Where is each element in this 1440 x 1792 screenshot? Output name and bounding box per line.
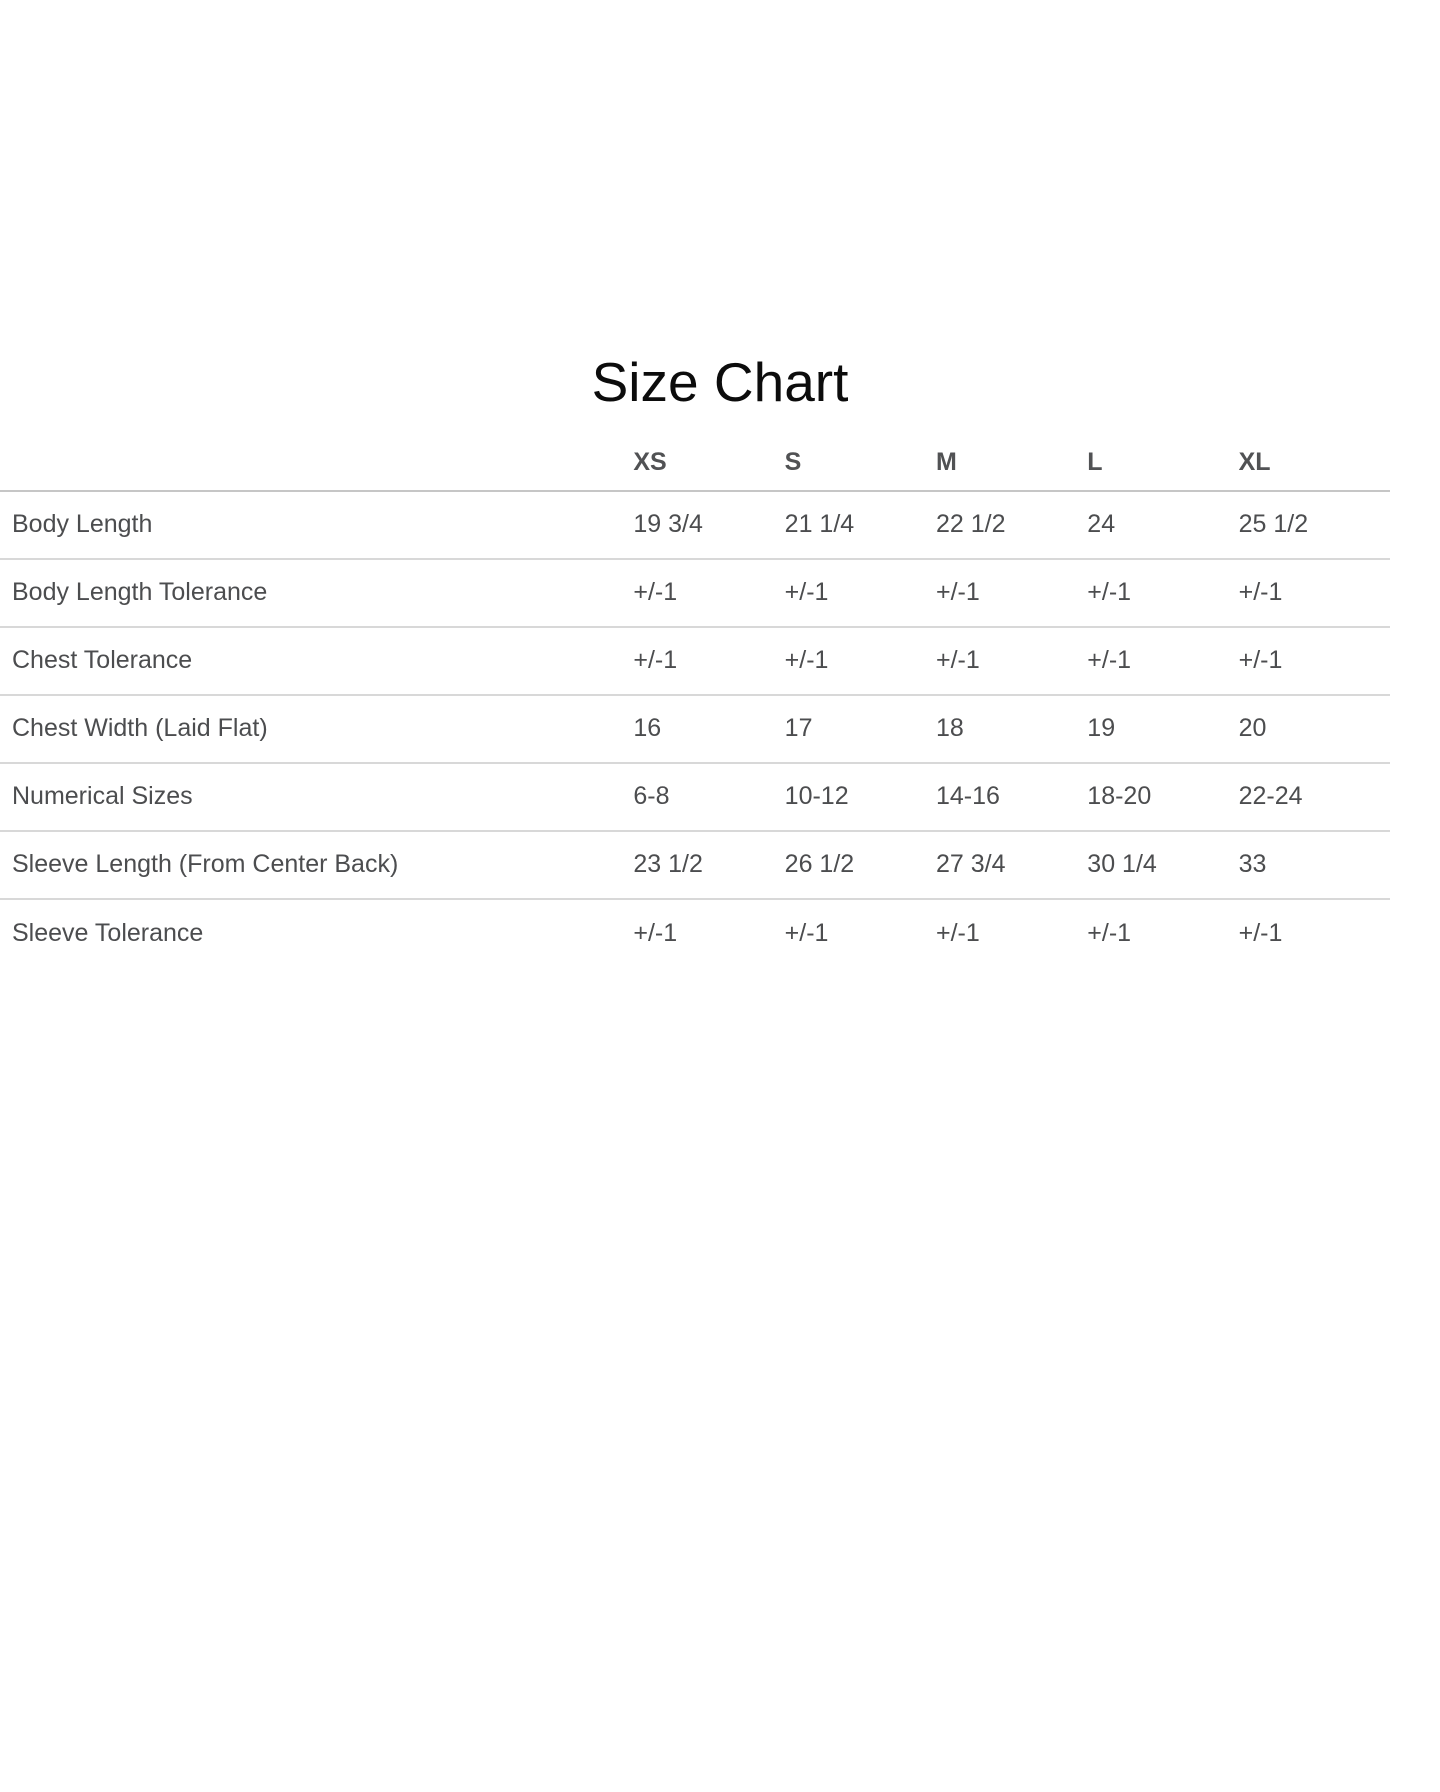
- cell-value: 26 1/2: [784, 850, 855, 878]
- cell-value: 23 1/2: [633, 850, 703, 878]
- cell-value: +/-1: [784, 578, 829, 606]
- column-header-l: L: [1087, 447, 1103, 476]
- cell-value: +/-1: [935, 918, 980, 947]
- page-title: Size Chart: [591, 351, 849, 413]
- cell-value: +/-1: [633, 918, 678, 947]
- cell-value: 22 1/2: [935, 510, 1006, 538]
- column-header-xl: XL: [1238, 447, 1271, 476]
- cell-value: 6-8: [633, 782, 670, 810]
- table-body: Body Length 19 3/4 21 1/4 22 1/2 24 25 1/2 Bod…: [0, 491, 1390, 967]
- cell-value: 14-16: [935, 782, 1000, 810]
- cell-value: 30 1/4: [1087, 850, 1157, 878]
- size-chart-page: Size Chart XS S M L XL Body Length 19 3/4 21 1…: [0, 352, 1440, 967]
- cell-value: 18-20: [1087, 782, 1152, 810]
- cell-value: +/-1: [1087, 578, 1132, 606]
- cell-value: +/-1: [633, 646, 678, 674]
- cell-value: 17: [784, 714, 813, 742]
- table-row: Sleeve Tolerance +/-1 +/-1 +/-1 +/-1 +/-1: [0, 899, 1390, 967]
- table-row: Chest Tolerance +/-1 +/-1 +/-1 +/-1 +/-1: [0, 627, 1390, 695]
- cell-value: +/-1: [935, 578, 980, 606]
- cell-value: +/-1: [1087, 918, 1132, 947]
- cell-value: +/-1: [784, 918, 829, 947]
- table-row: Numerical Sizes 6-8 10-12 14-16 18-20 22-24: [0, 763, 1390, 831]
- row-label: Body Length Tolerance: [12, 578, 268, 606]
- cell-value: 25 1/2: [1238, 510, 1309, 538]
- column-header-m: M: [935, 447, 957, 476]
- cell-value: 21 1/4: [784, 510, 855, 538]
- cell-value: +/-1: [1087, 646, 1132, 674]
- cell-value: +/-1: [1238, 578, 1283, 606]
- cell-value: 19 3/4: [633, 510, 703, 538]
- cell-value: 22-24: [1238, 782, 1303, 810]
- cell-value: +/-1: [633, 578, 678, 606]
- cell-value: 10-12: [784, 782, 849, 810]
- cell-value: 33: [1238, 850, 1267, 878]
- row-label: Chest Tolerance: [12, 646, 193, 674]
- table-row: Body Length Tolerance +/-1 +/-1 +/-1 +/-1 +/-…: [0, 559, 1390, 627]
- column-header-s: S: [784, 447, 802, 476]
- row-label: Body Length: [12, 510, 153, 538]
- header-row: XS S M L XL: [0, 435, 1390, 491]
- cell-value: 19: [1087, 714, 1116, 742]
- cell-value: 24: [1087, 510, 1116, 538]
- row-label: Numerical Sizes: [12, 782, 193, 810]
- corner-cell: [0, 435, 633, 491]
- cell-value: 18: [935, 714, 964, 742]
- table-header: XS S M L XL: [0, 435, 1390, 491]
- cell-value: +/-1: [1238, 918, 1283, 947]
- cell-value: +/-1: [784, 646, 829, 674]
- table-row: Chest Width (Laid Flat) 16 17 18 19 20: [0, 695, 1390, 763]
- table-row: Sleeve Length (From Center Back) 23 1/2 26…: [0, 831, 1390, 899]
- cell-value: 27 3/4: [935, 850, 1006, 878]
- row-label: Sleeve Length (From Center Back): [12, 850, 399, 878]
- row-label: Sleeve Tolerance: [12, 918, 204, 947]
- size-chart-table: XS S M L XL Body Length 19 3/4 21 1/4 22 1/2 24 2…: [0, 435, 1390, 967]
- cell-value: +/-1: [935, 646, 980, 674]
- row-label: Chest Width (Laid Flat): [12, 714, 268, 742]
- table-row: Body Length 19 3/4 21 1/4 22 1/2 24 25 1/2: [0, 491, 1390, 559]
- cell-value: 20: [1238, 714, 1267, 742]
- cell-value: +/-1: [1238, 646, 1283, 674]
- cell-value: 16: [633, 714, 662, 742]
- column-header-xs: XS: [633, 447, 667, 476]
